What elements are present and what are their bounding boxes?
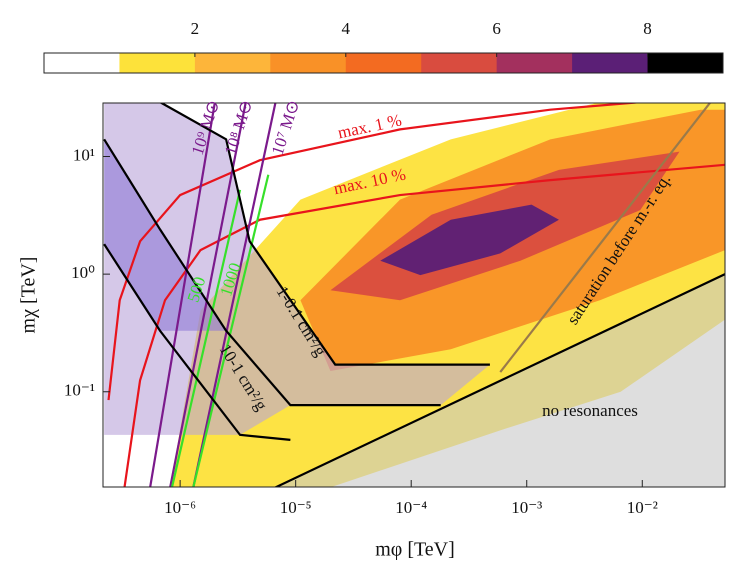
series-line <box>149 103 216 487</box>
plot-area <box>103 103 725 487</box>
x-tick-label: 10⁻⁴ <box>395 498 427 517</box>
colorbar-tick-label: 6 <box>492 19 501 38</box>
x-axis-label: mφ [TeV] <box>375 539 455 561</box>
colorbar-segment <box>194 53 271 73</box>
colorbar-tick-label: 4 <box>342 19 351 38</box>
y-axis-label: mχ [TeV] <box>18 257 40 334</box>
y-tick-label: 10¹ <box>73 145 95 164</box>
x-tick-label: 10⁻³ <box>511 498 542 517</box>
colorbar-segment <box>270 53 347 73</box>
colorbar-segment <box>119 53 196 73</box>
colorbar-frame <box>43 52 724 74</box>
y-tick-label: 10⁻¹ <box>64 381 95 400</box>
series-label: max. 1 % <box>336 110 403 142</box>
series-line <box>275 273 725 487</box>
series-label: 10⁸ M⊙ <box>221 98 257 158</box>
colorbar-segment <box>647 53 724 73</box>
x-tick-label: 10⁻² <box>627 498 658 517</box>
series-line <box>107 103 641 401</box>
series-line <box>159 103 490 366</box>
series-line <box>103 138 441 407</box>
colorbar-tick-label: 8 <box>643 19 652 38</box>
colorbar-segment <box>421 53 498 73</box>
series-label: no resonances <box>542 401 638 420</box>
x-tick-label: 10⁻⁵ <box>280 498 312 517</box>
shaded-region <box>104 139 227 331</box>
colorbar-segment <box>44 53 120 73</box>
colorbar-segment <box>496 53 573 73</box>
colorbar-segment <box>345 53 422 73</box>
heat-region <box>380 204 559 276</box>
axes-frame <box>102 102 726 488</box>
series-line <box>170 189 242 487</box>
series-line <box>192 103 277 487</box>
colorbar-segment <box>572 53 649 73</box>
series-line <box>103 243 291 441</box>
colorbar-tick-label: 2 <box>191 19 200 38</box>
x-tick-label: 10⁻⁶ <box>164 498 196 517</box>
series-line <box>499 103 712 373</box>
series-label: 10⁷ M⊙ <box>268 98 304 158</box>
y-tick-label: 10⁰ <box>71 263 95 282</box>
series-line <box>192 174 270 487</box>
